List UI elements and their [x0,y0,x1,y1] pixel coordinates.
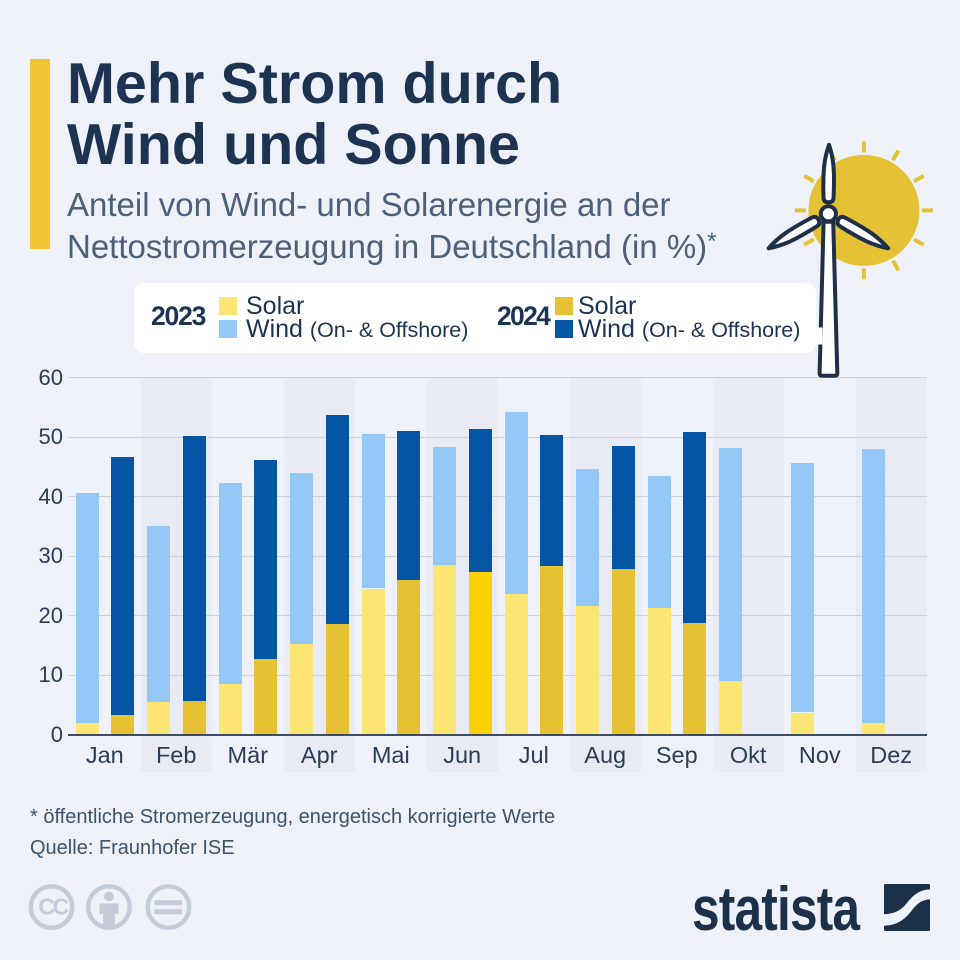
svg-text:CC: CC [38,894,68,920]
svg-text:statista: statista [692,878,861,938]
